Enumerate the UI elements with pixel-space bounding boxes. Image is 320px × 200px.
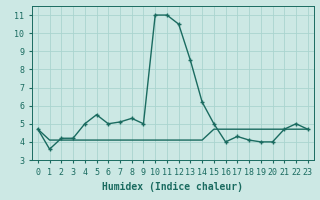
X-axis label: Humidex (Indice chaleur): Humidex (Indice chaleur) bbox=[102, 182, 243, 192]
